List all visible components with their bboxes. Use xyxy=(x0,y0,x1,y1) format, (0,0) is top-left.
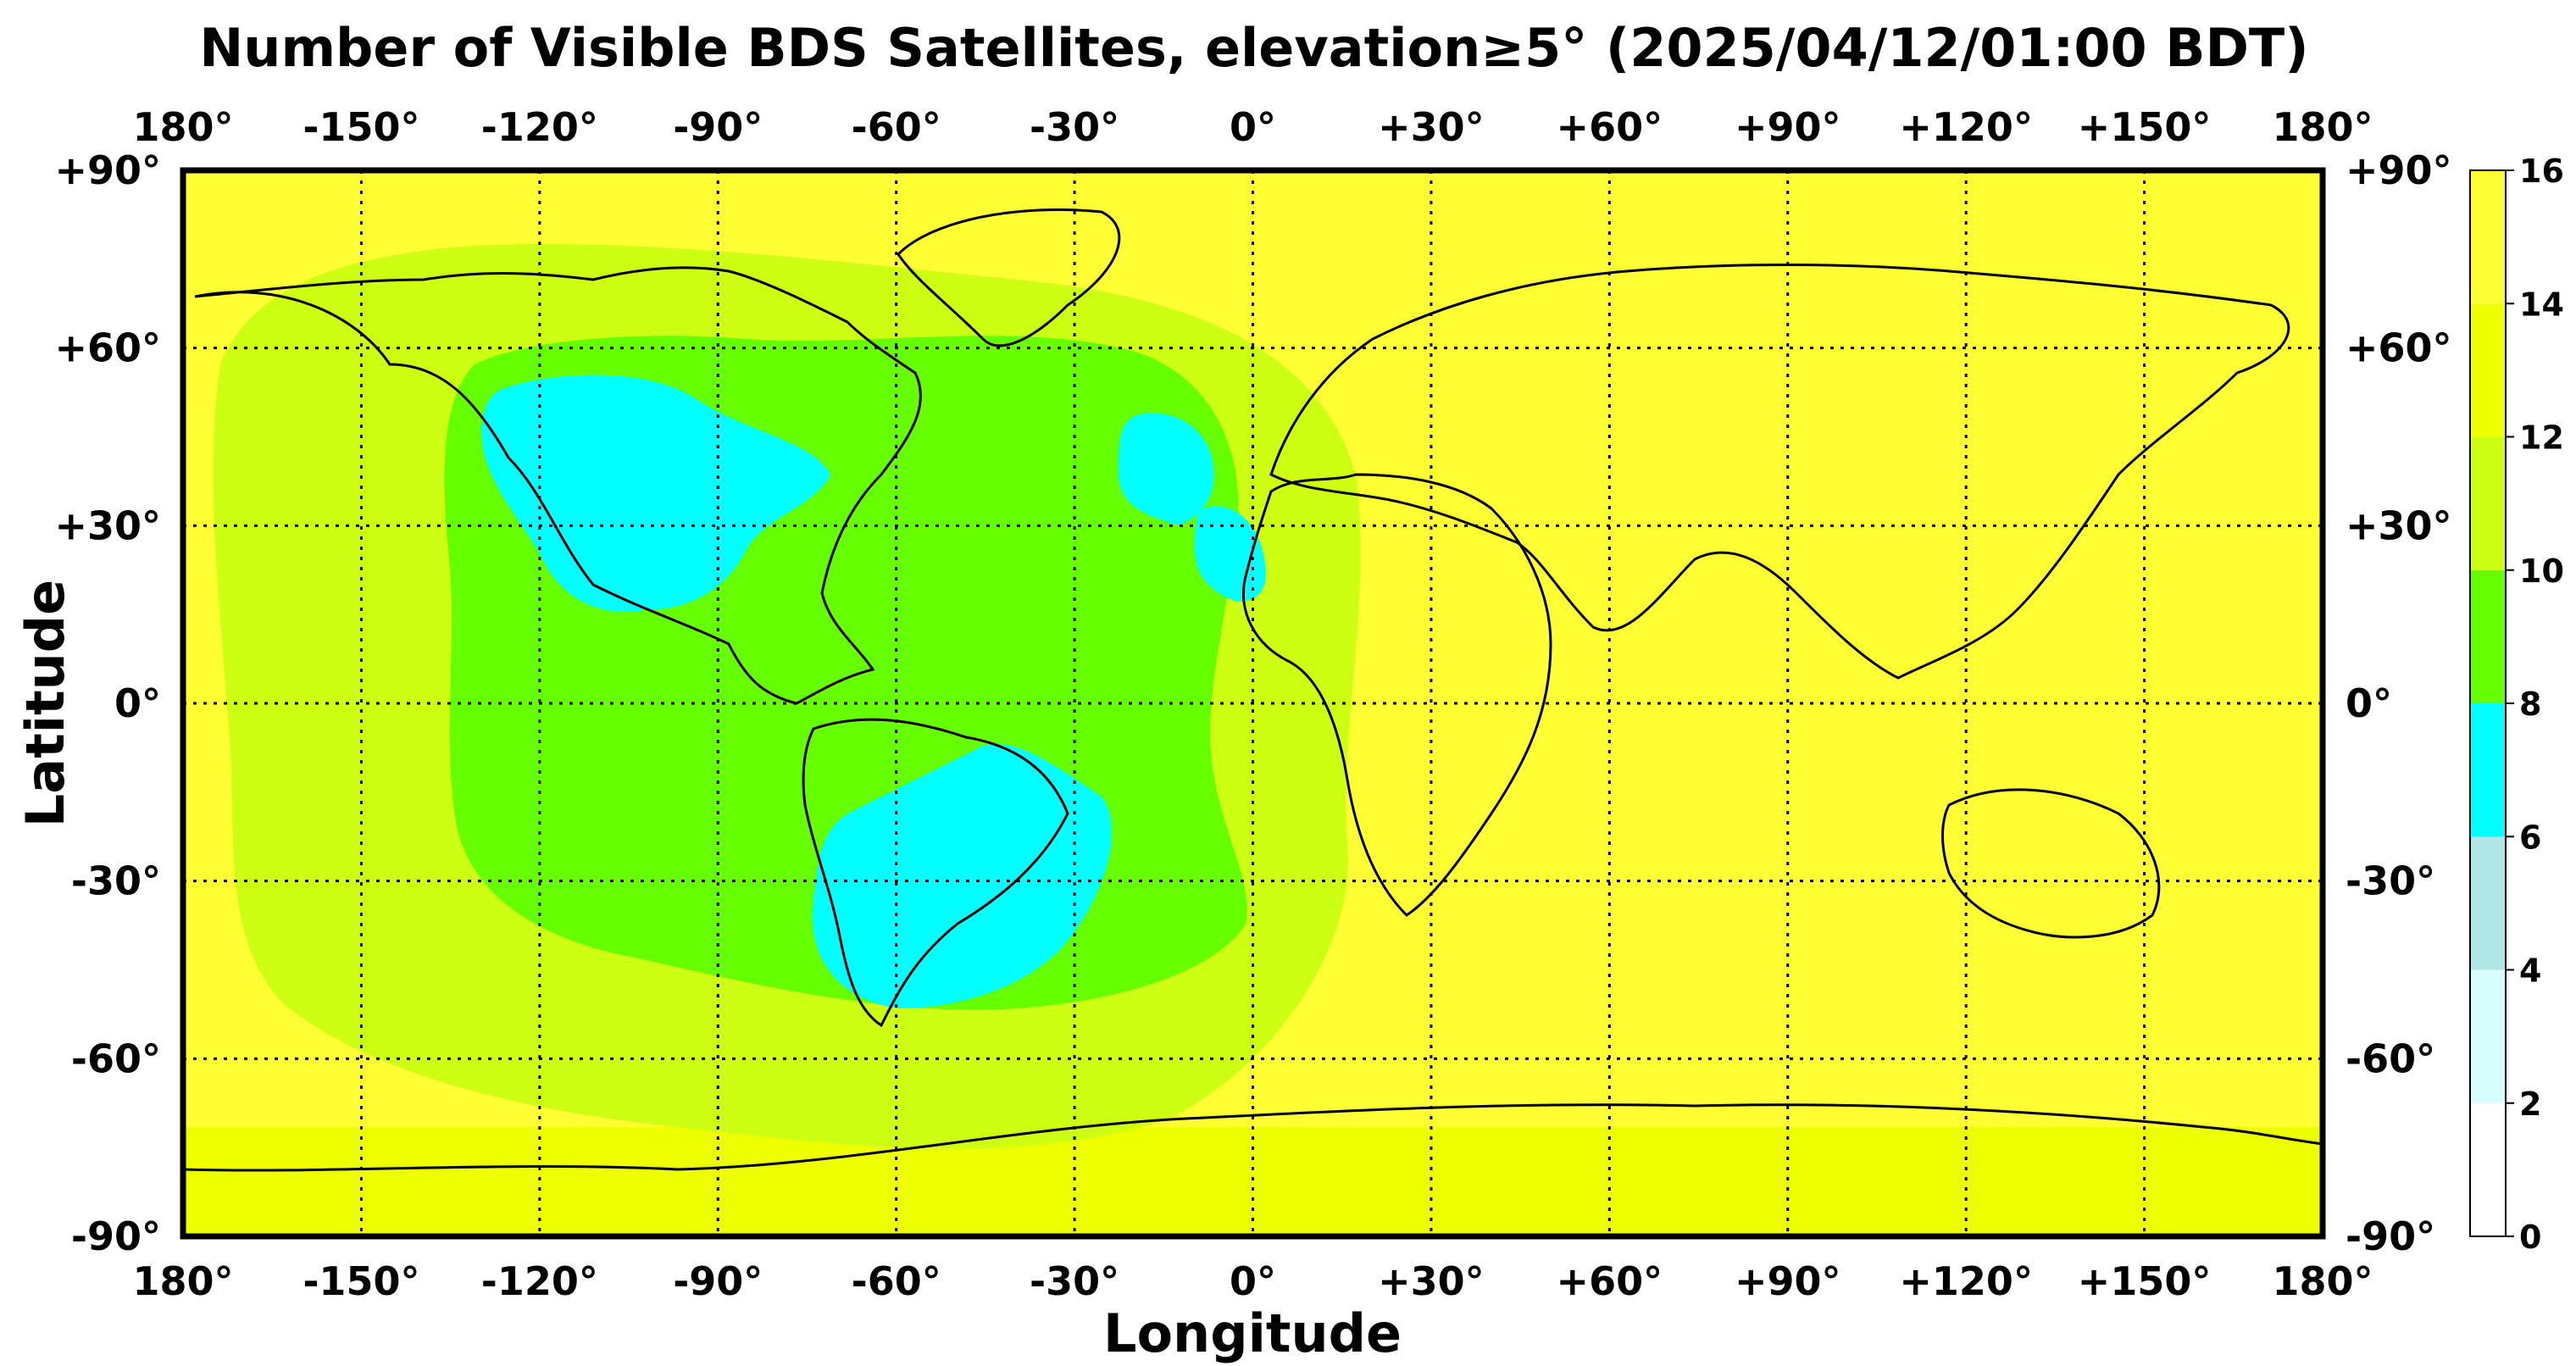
lon-ticks-top: 180° -150° -120° -90° -60° -30° 0° +30° +60° +90°… xyxy=(132,104,2373,150)
chart-title: Number of Visible BDS Satellites, elevat… xyxy=(199,17,2308,79)
lat-tick-label: +90° xyxy=(54,147,161,193)
lat-ticks-right: +90° +60° +30° 0° -30° -60° -90° xyxy=(2346,147,2452,1259)
coast-eurasia xyxy=(1269,264,2290,680)
coast-australia xyxy=(1941,788,2161,939)
lat-tick-label: +30° xyxy=(54,503,161,548)
coast-south-america xyxy=(802,718,1069,1028)
colorbar-label: 12 xyxy=(2519,419,2564,457)
lon-tick-label: -90° xyxy=(673,104,763,150)
lon-tick-label: 180° xyxy=(132,1258,233,1304)
region-6-8-north-america xyxy=(481,375,830,612)
colorbar-swatch xyxy=(2470,836,2506,970)
lon-tick-label: -120° xyxy=(481,1258,598,1304)
grid-lines xyxy=(183,170,2323,1236)
lon-tick-label: +150° xyxy=(2078,1258,2212,1304)
lon-tick-label: 180° xyxy=(132,104,233,150)
x-axis-label: Longitude xyxy=(1103,1302,1402,1364)
colorbar-swatch xyxy=(2470,1102,2506,1236)
lat-tick-label: +90° xyxy=(2346,147,2452,193)
lon-tick-label: +30° xyxy=(1378,1258,1485,1304)
lon-tick-label: 180° xyxy=(2272,104,2373,150)
lat-tick-label: -60° xyxy=(2346,1036,2435,1081)
lon-tick-label: -60° xyxy=(852,104,941,150)
coast-europe-africa xyxy=(1241,473,1552,917)
lat-tick-label: 0° xyxy=(114,680,161,726)
lat-tick-label: -90° xyxy=(71,1213,161,1259)
map-frame xyxy=(180,167,2326,1240)
colorbar-label: 10 xyxy=(2519,553,2564,590)
lon-tick-label: -60° xyxy=(852,1258,941,1304)
region-6-8-west-africa xyxy=(1195,506,1266,602)
colorbar-label: 14 xyxy=(2519,286,2564,323)
lon-ticks-bottom: 180° -150° -120° -90° -60° -30° 0° +30° +60° +90°… xyxy=(132,1258,2373,1304)
lat-tick-label: -30° xyxy=(2346,858,2435,904)
colorbar: 0 2 4 6 8 10 12 14 16 xyxy=(2469,153,2564,1256)
lon-tick-label: +90° xyxy=(1735,104,1841,150)
lon-tick-label: -30° xyxy=(1030,1258,1119,1304)
lon-tick-label: +120° xyxy=(1899,104,2033,150)
lon-tick-label: -150° xyxy=(303,1258,419,1304)
colorbar-swatch xyxy=(2470,969,2506,1103)
lon-tick-label: -30° xyxy=(1030,104,1119,150)
lat-tick-label: -60° xyxy=(71,1036,161,1081)
lon-tick-label: -150° xyxy=(303,104,419,150)
lon-tick-label: 0° xyxy=(1230,104,1276,150)
colorbar-label: 6 xyxy=(2519,819,2541,856)
colorbar-swatch xyxy=(2470,436,2506,570)
y-axis-label: Latitude xyxy=(14,580,76,827)
lon-tick-label: -90° xyxy=(673,1258,763,1304)
map-area xyxy=(183,170,2323,1236)
colorbar-label: 2 xyxy=(2519,1086,2541,1123)
colorbar-swatch xyxy=(2470,703,2506,837)
lon-tick-label: +60° xyxy=(1557,1258,1663,1304)
lon-tick-label: -120° xyxy=(481,104,598,150)
lat-tick-label: +60° xyxy=(54,325,161,371)
colorbar-swatch xyxy=(2470,303,2506,437)
lon-tick-label: 180° xyxy=(2272,1258,2373,1304)
coastlines xyxy=(183,208,2323,1172)
colorbar-label: 0 xyxy=(2519,1219,2541,1256)
lon-tick-label: +120° xyxy=(1899,1258,2033,1304)
coast-greenland xyxy=(897,208,1121,347)
lon-tick-label: +150° xyxy=(2078,104,2212,150)
coast-north-america xyxy=(194,266,922,705)
lat-tick-label: 0° xyxy=(2346,680,2392,726)
lon-tick-label: +90° xyxy=(1735,1258,1841,1304)
lon-tick-label: +60° xyxy=(1557,104,1663,150)
colorbar-label: 16 xyxy=(2519,153,2564,190)
lat-tick-label: +30° xyxy=(2346,503,2452,548)
region-6-8-atlantic xyxy=(1119,413,1214,525)
colorbar-label: 8 xyxy=(2519,686,2541,723)
lon-tick-label: +30° xyxy=(1378,104,1485,150)
colorbar-label: 4 xyxy=(2519,952,2541,990)
coast-antarctica xyxy=(183,1103,2323,1172)
lat-tick-label: +60° xyxy=(2346,325,2452,371)
colorbar-swatch xyxy=(2470,569,2506,703)
colorbar-swatch xyxy=(2470,170,2506,304)
region-6-8-south-america xyxy=(812,744,1113,1008)
lon-tick-label: 0° xyxy=(1230,1258,1276,1304)
lat-tick-label: -30° xyxy=(71,858,161,904)
lat-ticks-left: +90° +60° +30° 0° -30° -60° -90° xyxy=(54,147,161,1259)
lat-tick-label: -90° xyxy=(2346,1213,2435,1259)
